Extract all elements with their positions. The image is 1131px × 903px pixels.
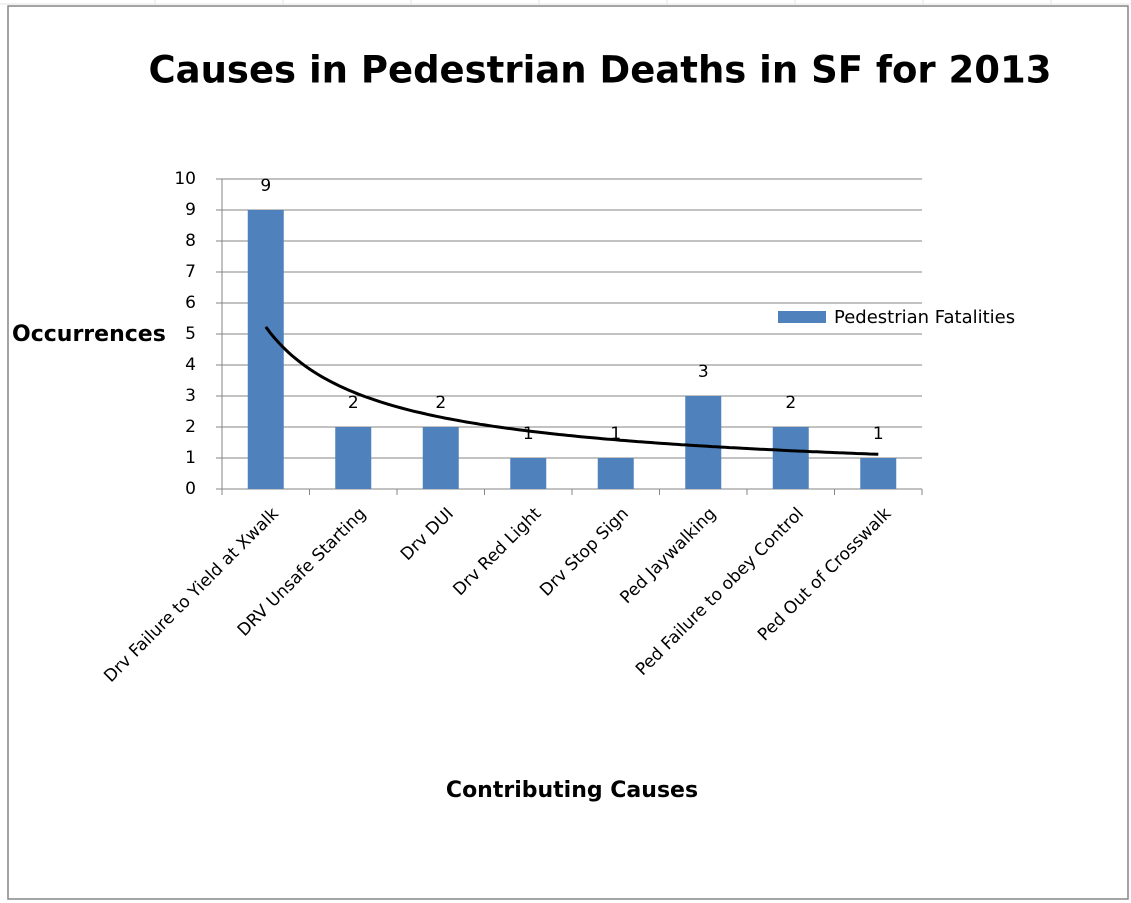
x-axis-title: Contributing Causes xyxy=(446,778,698,803)
legend-label: Pedestrian Fatalities xyxy=(834,307,1015,328)
chart-title: Causes in Pedestrian Deaths in SF for 20… xyxy=(148,49,1051,92)
y-tick-label: 3 xyxy=(185,386,196,406)
bar xyxy=(247,210,284,489)
legend: Pedestrian Fatalities xyxy=(778,307,1015,328)
data-label: 1 xyxy=(610,424,621,444)
bar xyxy=(860,458,897,489)
bar xyxy=(510,458,547,489)
y-tick-label: 9 xyxy=(185,200,196,220)
y-tick-label: 2 xyxy=(185,417,196,437)
bar xyxy=(597,458,634,489)
bar xyxy=(685,396,722,489)
bar xyxy=(335,427,372,489)
y-tick-label: 7 xyxy=(185,262,196,282)
data-label: 1 xyxy=(873,424,884,444)
trendline xyxy=(264,326,879,456)
y-tick-label: 6 xyxy=(185,293,196,313)
y-axis-title: Occurrences xyxy=(12,322,166,347)
data-label: 2 xyxy=(348,393,359,413)
data-label: 2 xyxy=(785,393,796,413)
bar xyxy=(422,427,459,489)
data-label: 3 xyxy=(698,362,709,382)
y-tick-label: 0 xyxy=(185,479,196,499)
data-label: 2 xyxy=(435,393,446,413)
y-tick-label: 8 xyxy=(185,231,196,251)
y-tick-label: 1 xyxy=(185,448,196,468)
y-tick-label: 5 xyxy=(185,324,196,344)
y-tick-label: 4 xyxy=(185,355,196,375)
sheet-grid xyxy=(0,0,1131,5)
data-label: 1 xyxy=(523,424,534,444)
bar xyxy=(772,427,809,489)
chart-area xyxy=(7,5,1129,900)
data-label: 9 xyxy=(260,176,271,196)
legend-swatch xyxy=(778,311,826,323)
y-tick-label: 10 xyxy=(174,169,196,189)
